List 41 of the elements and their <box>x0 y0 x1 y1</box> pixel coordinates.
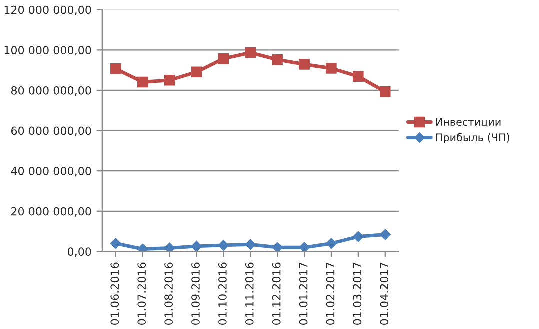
x-tick-label: 01.09.2016 <box>192 262 200 325</box>
y-tick-label: 60 000 000,00 <box>11 126 92 136</box>
point <box>380 86 391 98</box>
point <box>218 53 230 64</box>
y-tick-label: 40 000 000,00 <box>11 167 92 177</box>
x-tick-label: 01.03.2017 <box>353 263 362 325</box>
point <box>110 64 122 74</box>
x-tick-label: 01.04.2017 <box>380 263 389 325</box>
x-tick-label: 01.12.2016 <box>272 262 281 325</box>
x-tick-label: 01.10.2016 <box>218 262 227 325</box>
y-tick-label: 20 000 000,00 <box>12 207 92 217</box>
legend-label: Инвестиции <box>436 118 501 128</box>
x-tick-label: 01.01.2017 <box>299 263 308 325</box>
point <box>299 59 310 70</box>
legend-label: Прибыль (ЧП) <box>436 133 510 144</box>
y-tick-label: 120 000 000,00 <box>4 6 92 16</box>
point <box>164 75 176 86</box>
point <box>245 47 256 58</box>
x-tick-label: 01.08.2016 <box>164 262 174 325</box>
x-tick-label: 01.02.2017 <box>326 263 335 325</box>
y-tick-label: 80 000 000,00 <box>11 86 92 96</box>
y-tick-label: 100 000 000,00 <box>4 46 92 56</box>
point <box>272 242 284 252</box>
point <box>218 240 230 251</box>
point <box>272 54 283 66</box>
x-tick-label: 01.11.2016 <box>245 262 254 325</box>
point <box>191 66 202 78</box>
point <box>137 76 148 88</box>
point <box>299 242 310 252</box>
y-tick-label: 0,00 <box>68 248 92 258</box>
x-tick-label: 01.06.2016 <box>110 262 120 325</box>
x-tick-label: 01.07.2016 <box>138 262 146 325</box>
point <box>164 242 176 252</box>
point <box>380 229 391 240</box>
point <box>245 239 256 250</box>
point <box>110 238 122 250</box>
point <box>326 238 337 250</box>
point <box>191 241 202 252</box>
point <box>326 63 337 74</box>
point <box>353 71 364 82</box>
point <box>353 231 364 242</box>
